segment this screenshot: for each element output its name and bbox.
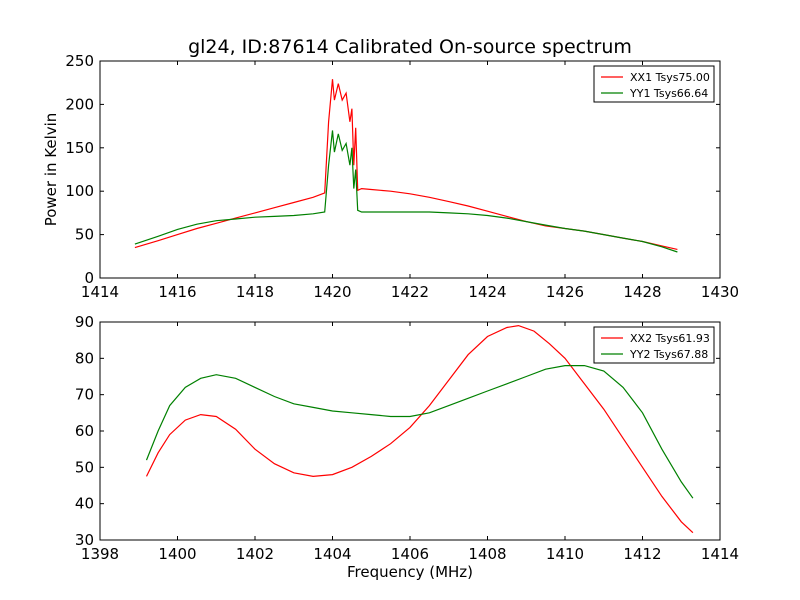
series-line-2-1 xyxy=(145,324,694,534)
y-tick-label: 80 xyxy=(75,349,94,367)
legend-label: YY1 Tsys66.64 xyxy=(629,87,708,100)
y-tick-label: 0 xyxy=(84,269,94,287)
legend-2: XX2 Tsys61.93 YY2 Tsys67.88 xyxy=(593,326,715,364)
y-tick-label: 40 xyxy=(75,495,94,513)
y-tick-label: 30 xyxy=(75,531,94,549)
x-tick-label: 1428 xyxy=(623,283,661,301)
plot-panel-2: 1398 1400 1402 1404 1406 1408 1410 1412 1414 30 40… xyxy=(75,313,739,581)
legend-box xyxy=(593,326,715,364)
series-line-2-2 xyxy=(145,365,694,499)
legend-label: XX1 Tsys75.00 xyxy=(630,71,710,84)
x-tick-label: 1430 xyxy=(701,283,739,301)
x-tick-label: 1416 xyxy=(158,283,196,301)
y-tick-label: 50 xyxy=(75,226,94,244)
x-tick-label: 1400 xyxy=(158,545,196,563)
x-tick-label: 1414 xyxy=(701,545,739,563)
x-axis-title: Frequency (MHz) xyxy=(347,563,473,581)
x-tick-label: 1414 xyxy=(81,283,119,301)
legend-label: XX2 Tsys61.93 xyxy=(630,332,710,345)
y-tick-label: 200 xyxy=(65,95,94,113)
y-tick-label: 100 xyxy=(65,182,94,200)
x-tick-label: 1398 xyxy=(81,545,119,563)
y-axis-title: Power in Kelvin xyxy=(42,113,60,227)
y-tick-label: 150 xyxy=(65,139,94,157)
legend-label: YY2 Tsys67.88 xyxy=(629,348,708,361)
x-tick-label: 1418 xyxy=(236,283,274,301)
y-tick-label: 70 xyxy=(75,386,94,404)
y-tick-label: 250 xyxy=(65,52,94,70)
x-tick-label: 1422 xyxy=(391,283,429,301)
x-tick-label: 1402 xyxy=(236,545,274,563)
y-tick-label: 90 xyxy=(75,313,94,331)
x-tick-label: 1412 xyxy=(623,545,661,563)
series-line-1-2 xyxy=(134,130,678,253)
figure-title: gl24, ID:87614 Calibrated On-source spec… xyxy=(188,36,632,58)
y-tick-label: 60 xyxy=(75,422,94,440)
x-tick-label: 1406 xyxy=(391,545,429,563)
x-tick-label: 1424 xyxy=(468,283,506,301)
x-tick-label: 1426 xyxy=(546,283,584,301)
legend-box xyxy=(593,65,715,103)
legend-1: XX1 Tsys75.00 YY1 Tsys66.64 xyxy=(593,65,715,103)
plot-panel-1: 1414 1416 1418 1420 1422 1424 1426 1428 1430 0 50 1… xyxy=(42,52,739,301)
y-tick-label: 50 xyxy=(75,458,94,476)
x-tick-label: 1420 xyxy=(313,283,351,301)
x-tick-label: 1408 xyxy=(468,545,506,563)
x-tick-label: 1410 xyxy=(546,545,584,563)
x-tick-label: 1404 xyxy=(313,545,351,563)
